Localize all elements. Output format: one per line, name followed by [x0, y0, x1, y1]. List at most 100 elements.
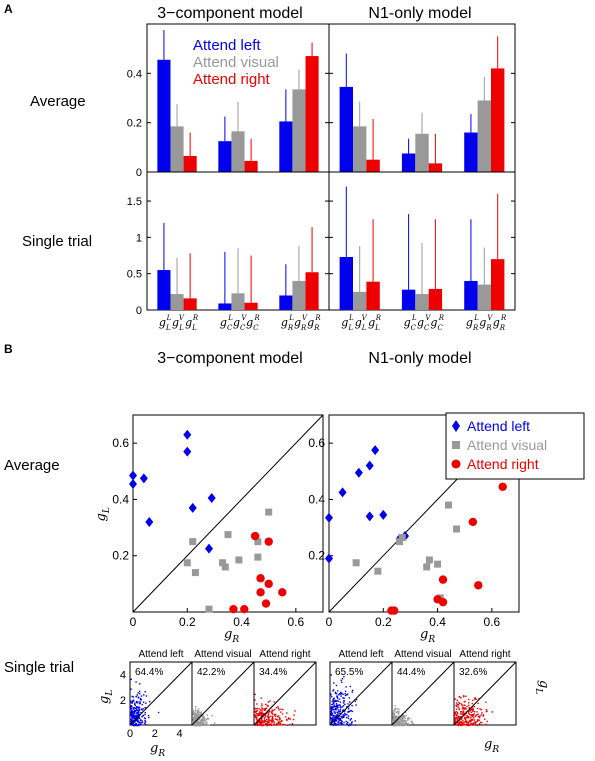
inset-x-tick-label: 4 [177, 728, 183, 740]
single-trial-point [202, 724, 205, 726]
single-trial-point [144, 711, 146, 714]
single-trial-point [140, 719, 142, 721]
single-x-label-left: gR [150, 741, 165, 759]
single-trial-point [481, 722, 483, 724]
point-attend-right [278, 588, 287, 597]
single-trial-point [466, 705, 468, 708]
single-trial-point [342, 724, 344, 726]
panel-a-row-average: Average [30, 93, 86, 110]
single-trial-point [255, 723, 257, 725]
single-trial-point [270, 715, 272, 717]
y-tick-label: 0.4 [112, 492, 129, 506]
single-trial-point [130, 707, 132, 709]
single-trial-point [273, 701, 276, 703]
single-trial-point [269, 720, 272, 722]
x-tick-sub: L [374, 324, 380, 332]
single-trial-point [204, 719, 206, 722]
scatter-n1: 0 0.2 0.4 0.6 0.2 0.4 0.6 gR [308, 414, 520, 645]
single-trial-point [338, 694, 340, 696]
single-trial-point [334, 716, 337, 719]
single-trial-point [269, 711, 271, 713]
single-trial-point [133, 706, 135, 709]
single-trial-point [469, 709, 471, 712]
single-trial-point [134, 703, 136, 706]
single-trial-point [267, 704, 269, 707]
single-trial-point [271, 710, 273, 712]
single-trial-point [348, 710, 350, 713]
single-trial-point [260, 717, 262, 720]
single-trial-point [397, 722, 399, 725]
bar-gC-1 [231, 293, 245, 310]
single-trial-point [135, 715, 137, 717]
single-trial-point [457, 704, 460, 706]
inset-percentage: 32.6% [459, 667, 487, 678]
single-trial-point [135, 720, 137, 722]
single-trial-point [267, 701, 270, 703]
single-trial-point [268, 711, 270, 713]
single-trial-point [331, 713, 334, 715]
point-attend-right [240, 604, 249, 614]
x-tick-sup: R [192, 314, 199, 322]
single-trial-point [133, 717, 135, 719]
single-trial-point [344, 714, 346, 716]
single-trial-point [467, 724, 469, 726]
single-trial-point [137, 696, 140, 698]
single-trial-point [257, 712, 259, 715]
single-trial-point [349, 718, 352, 721]
single-trial-point [332, 703, 334, 705]
single-trial-point [471, 719, 474, 721]
single-trial-point [192, 712, 195, 714]
point-attend-visual [254, 538, 262, 546]
x-tick-sup: L [288, 314, 294, 322]
single-trial-point [404, 717, 406, 720]
point-attend-right [498, 482, 507, 491]
single-trial-point [131, 695, 133, 698]
single-trial-point [274, 713, 277, 716]
single-trial-point [131, 720, 133, 722]
single-trial-point [466, 720, 468, 723]
identity-line [132, 414, 324, 613]
single-trial-point [332, 715, 334, 717]
x-tick-sup: R [500, 314, 507, 322]
single-trial-point [205, 722, 207, 724]
single-trial-point [256, 714, 259, 716]
single-trial-point [143, 694, 145, 696]
single-trial-point [144, 691, 146, 693]
single-trial-point [466, 716, 468, 719]
single-trial-point [203, 719, 205, 721]
single-trial-point [398, 708, 400, 711]
single-trial-point [195, 719, 197, 721]
point-attend-right [256, 574, 265, 583]
single-trial-point [467, 702, 470, 704]
bar-gR-2 [491, 259, 505, 310]
single-trial-point [337, 704, 339, 706]
single-trial-point [261, 717, 263, 719]
single-trial-point [136, 700, 138, 703]
single-trial-point [405, 714, 407, 717]
single-trial-point [392, 715, 394, 717]
single-trial-point [404, 722, 407, 725]
single-trial-point [261, 703, 263, 705]
single-trial-point [200, 722, 203, 724]
single-trial-point [259, 709, 262, 711]
single-trial-point [201, 720, 203, 723]
single-trial-point [192, 718, 195, 720]
single-trial-point [397, 722, 400, 724]
single-trial-point [265, 715, 267, 717]
bar-gL-2 [366, 159, 380, 172]
single-trial-point [133, 724, 135, 727]
single-trial-point [471, 702, 474, 705]
single-trial-point [394, 718, 396, 720]
single-trial-point [340, 695, 342, 697]
single-trial-point [134, 710, 136, 712]
inset-title: Attend visual [194, 649, 251, 660]
single-trial-point [395, 717, 397, 719]
single-trial-point [278, 709, 280, 711]
single-trial-point [462, 719, 464, 722]
single-trial-point [142, 701, 145, 703]
single-trial-point [335, 700, 337, 702]
single-y-label-left-sub: L [105, 690, 115, 697]
single-trial-point [139, 722, 142, 724]
single-trial-point [136, 720, 139, 723]
single-trial-point [140, 708, 143, 710]
